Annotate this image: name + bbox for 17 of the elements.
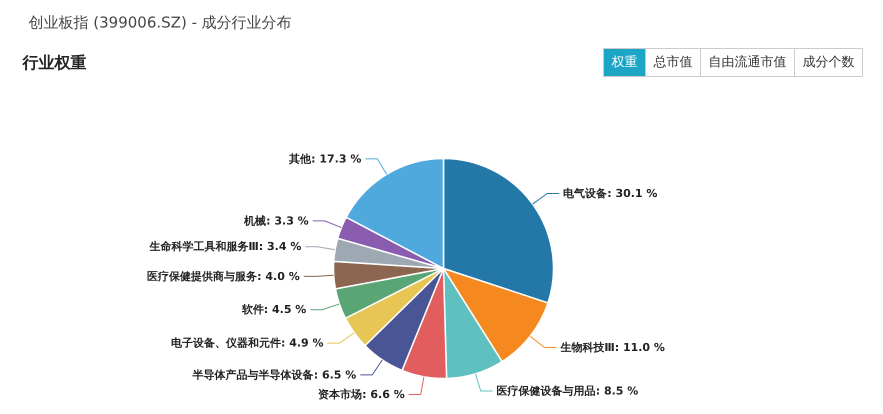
text: 自由流通市值 xyxy=(708,54,786,70)
slice-label: 软件: 4.5 % xyxy=(240,303,306,316)
chart-subtitle: 行业权重 xyxy=(22,53,86,72)
slice-label: 机械: 3.3 % xyxy=(243,214,309,228)
chart-title: 创业板指 (399006.SZ) - 成分行业分布 xyxy=(28,14,292,32)
slice-label: 医疗保健提供商与服务: 4.0 % xyxy=(147,270,300,283)
slice-label: 资本市场: 6.6 % xyxy=(318,388,405,401)
slice-label: 生物科技Ⅲ: 11.0 % xyxy=(559,340,665,354)
text: 成分个数 xyxy=(802,55,854,70)
slice-label: 其他: 17.3 % xyxy=(288,152,362,166)
slice-label: 电子设备、仪器和元件: 4.9 % xyxy=(170,336,324,350)
slice-label: 半导体产品与半导体设备: 6.5 % xyxy=(192,368,356,382)
slice-label: 生命科学工具和服务Ⅲ: 3.4 % xyxy=(148,240,302,254)
text: 权重 xyxy=(610,55,638,70)
slice-label: 医疗保健设备与用品: 8.5 % xyxy=(496,384,638,398)
slice-label: 电气设备: 30.1 % xyxy=(563,186,658,200)
text: 总市值 xyxy=(652,55,692,70)
